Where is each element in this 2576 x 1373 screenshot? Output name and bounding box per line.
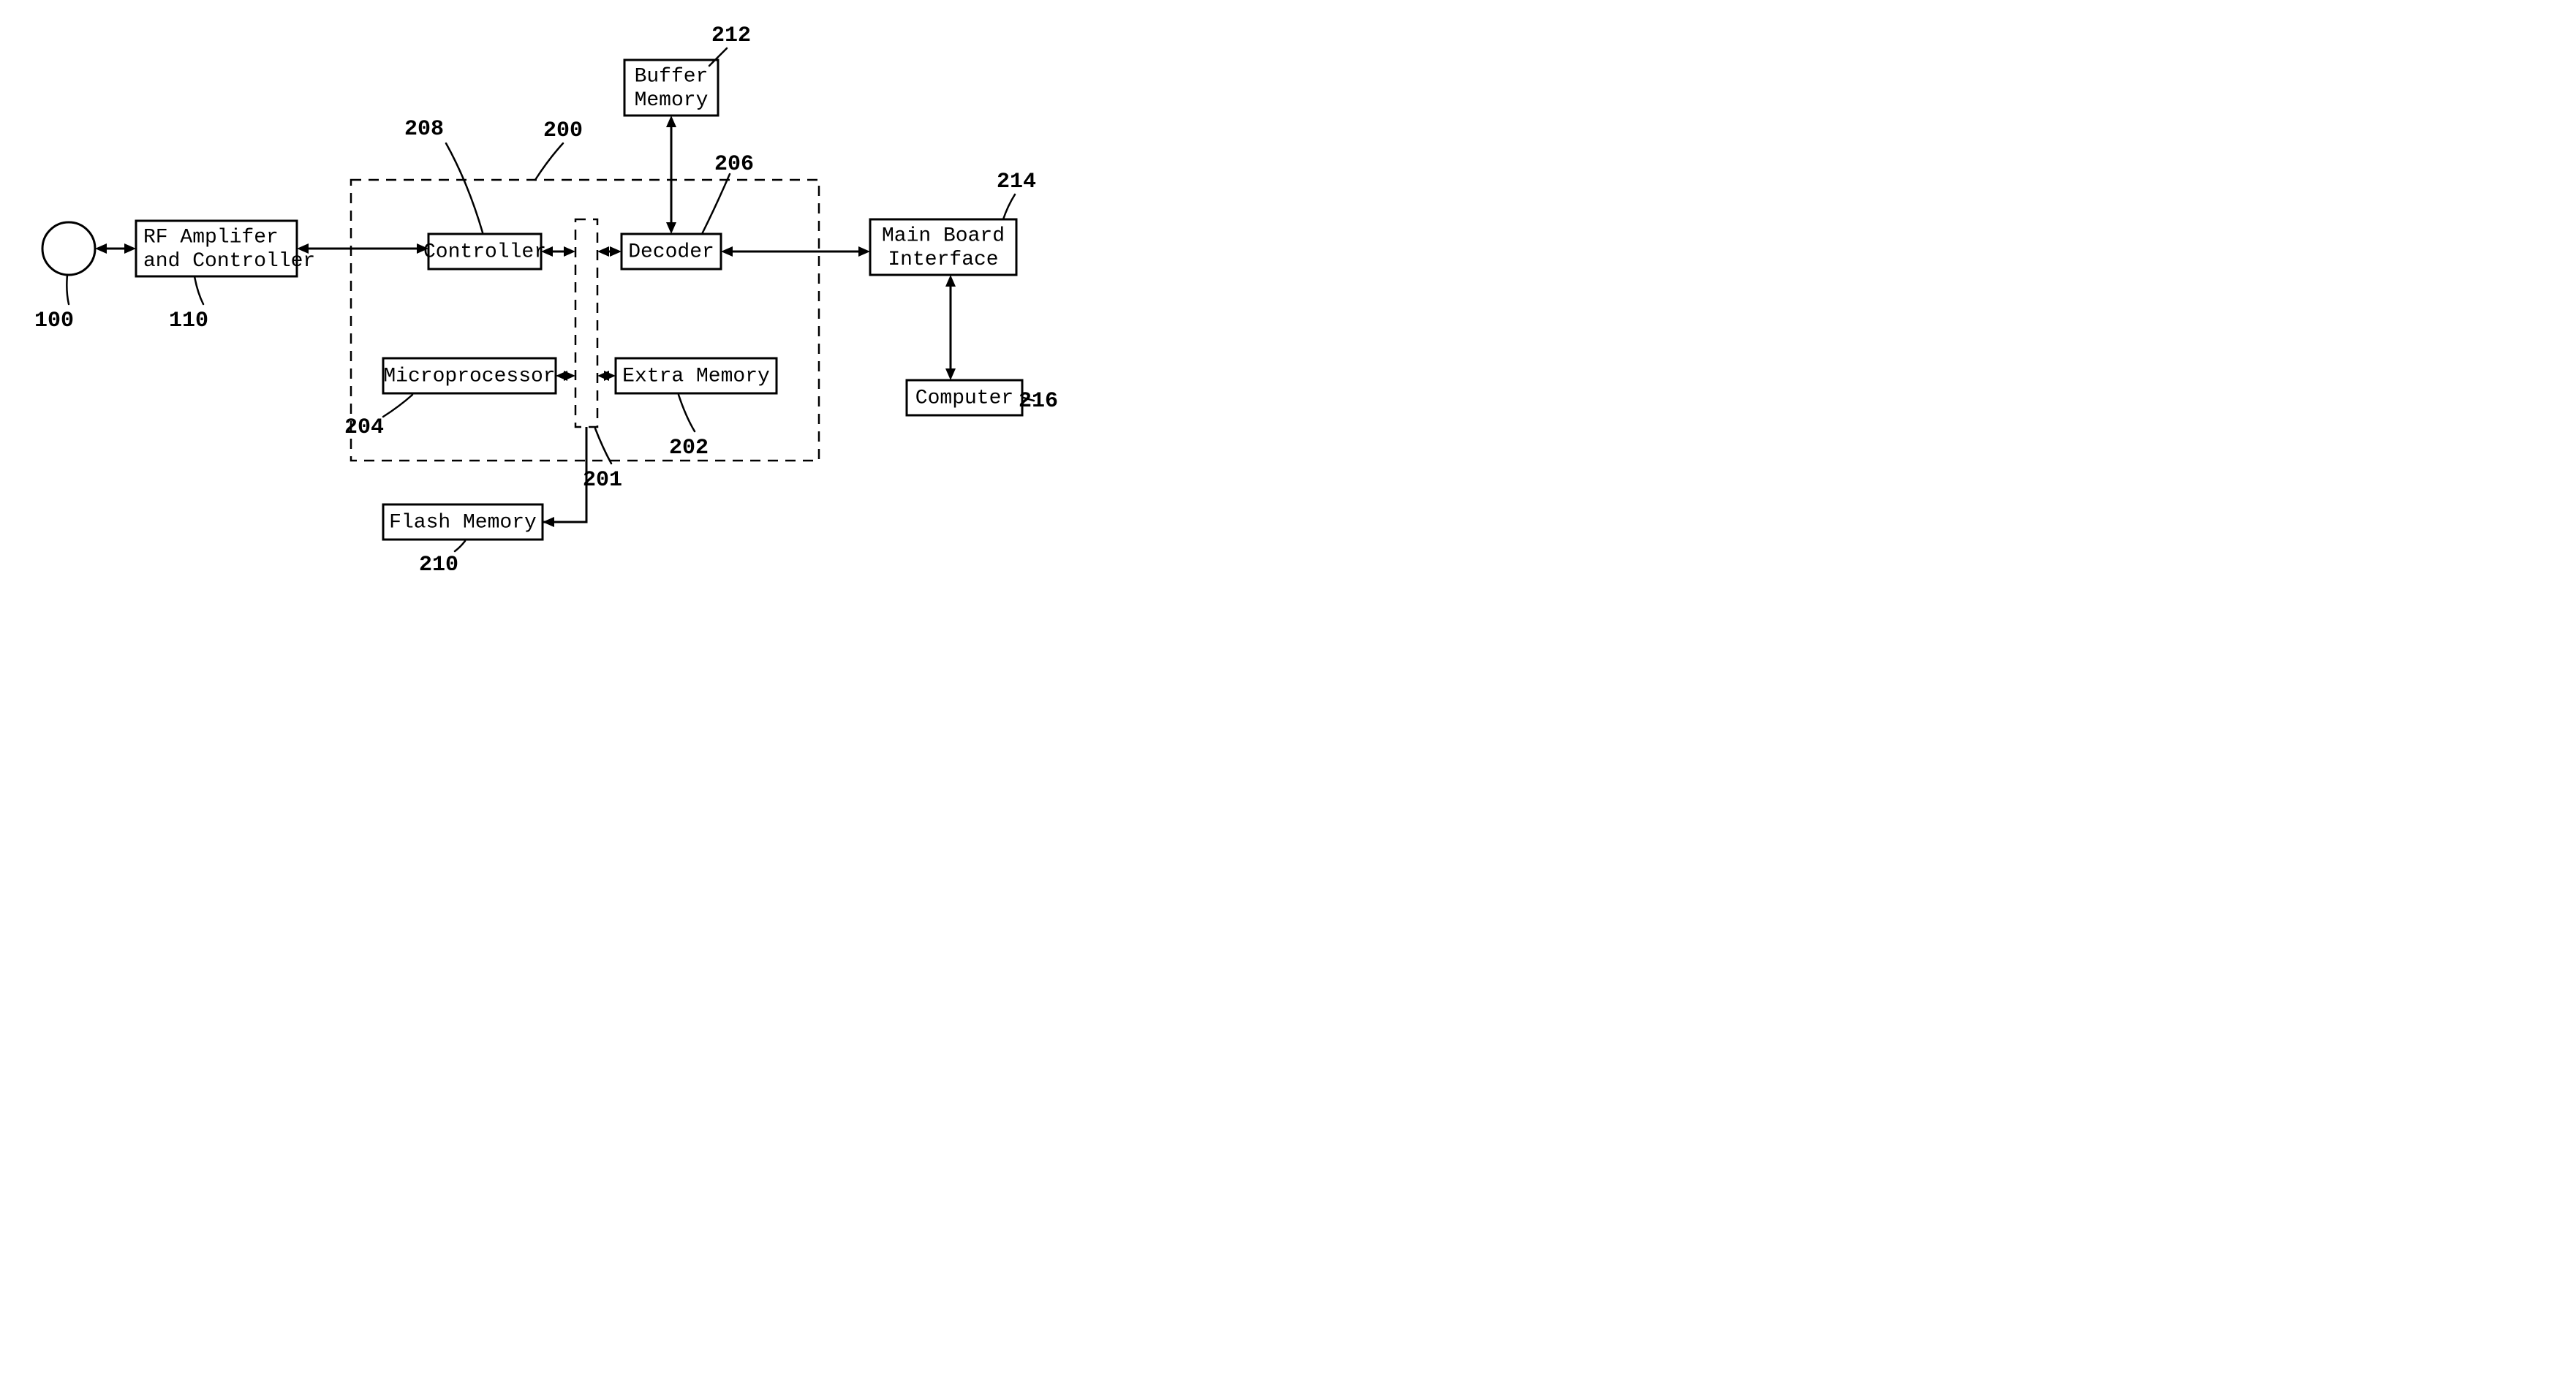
flash-label: Flash Memory [389,512,537,534]
decoder-block: Decoder [622,234,721,269]
controller-label: Controller [423,241,546,264]
ref-216: 216 [1019,389,1058,414]
ref-206: 206 [714,152,754,177]
buffer-block: BufferMemory [624,60,718,116]
ref-212: 212 [711,23,751,48]
rf-label: and Controller [143,250,315,273]
flash-block: Flash Memory [383,504,543,540]
ref-100: 100 [34,309,74,333]
extramem-label: Extra Memory [622,366,770,388]
decoder-label: Decoder [628,241,714,264]
micro-label: Microprocessor [383,366,555,388]
computer-block: Computer [907,380,1022,415]
ref-110: 110 [169,309,208,333]
ref-210: 210 [419,553,458,570]
buffer-label: Memory [635,89,709,112]
ref-214: 214 [997,170,1036,194]
computer-label: Computer [915,387,1013,410]
ref-202: 202 [669,436,709,461]
rf-label: RF Amplifer [143,227,279,249]
ref-201: 201 [583,468,622,493]
ref-200: 200 [543,118,583,143]
extramem-block: Extra Memory [616,358,777,393]
ref-204: 204 [344,415,384,440]
mainboard-label: Interface [888,249,998,271]
controller-block: Controller [423,234,546,269]
rf-block: RF Ampliferand Controller [136,221,315,276]
buffer-label: Buffer [635,66,709,88]
micro-block: Microprocessor [383,358,556,393]
ref-208: 208 [404,117,444,142]
mainboard-label: Main Board [882,225,1005,248]
mainboard-block: Main BoardInterface [870,219,1016,275]
